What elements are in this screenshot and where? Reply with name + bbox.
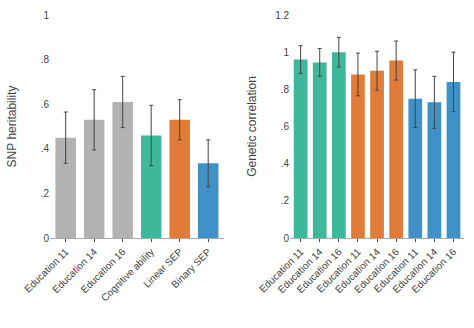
svg-text:1: 1	[43, 10, 49, 21]
svg-text:Genetic correlation: Genetic correlation	[245, 76, 259, 177]
svg-text:Education 11: Education 11	[257, 246, 306, 295]
svg-text:.6: .6	[281, 121, 290, 132]
svg-text:.8: .8	[281, 84, 290, 95]
svg-text:0: 0	[43, 233, 49, 244]
svg-text:.2: .2	[41, 188, 50, 199]
svg-text:Education 11: Education 11	[314, 246, 363, 295]
svg-text:Education 11: Education 11	[372, 246, 421, 295]
svg-text:0: 0	[284, 233, 290, 244]
svg-text:.2: .2	[281, 195, 290, 206]
svg-text:.4: .4	[281, 158, 290, 169]
svg-text:Education 14: Education 14	[333, 246, 382, 295]
svg-text:Cognitive ability: Cognitive ability	[99, 246, 156, 303]
svg-text:Education 16: Education 16	[295, 246, 344, 295]
svg-text:SNP heritability: SNP heritability	[5, 86, 19, 168]
svg-text:1: 1	[284, 47, 290, 58]
svg-text:.8: .8	[41, 54, 50, 65]
svg-text:.4: .4	[41, 143, 50, 154]
svg-text:Education 11: Education 11	[22, 246, 71, 295]
svg-text:Education 16: Education 16	[409, 246, 458, 295]
svg-text:.6: .6	[41, 99, 50, 110]
svg-text:Education 14: Education 14	[50, 246, 99, 295]
svg-text:Education 16: Education 16	[79, 246, 128, 295]
svg-text:1.2: 1.2	[275, 10, 289, 21]
svg-text:Education 14: Education 14	[390, 246, 439, 295]
svg-text:Binary SEP: Binary SEP	[169, 246, 213, 290]
svg-text:Education 16: Education 16	[352, 246, 401, 295]
svg-text:Linear SEP: Linear SEP	[141, 246, 185, 290]
svg-text:Education 14: Education 14	[276, 246, 325, 295]
